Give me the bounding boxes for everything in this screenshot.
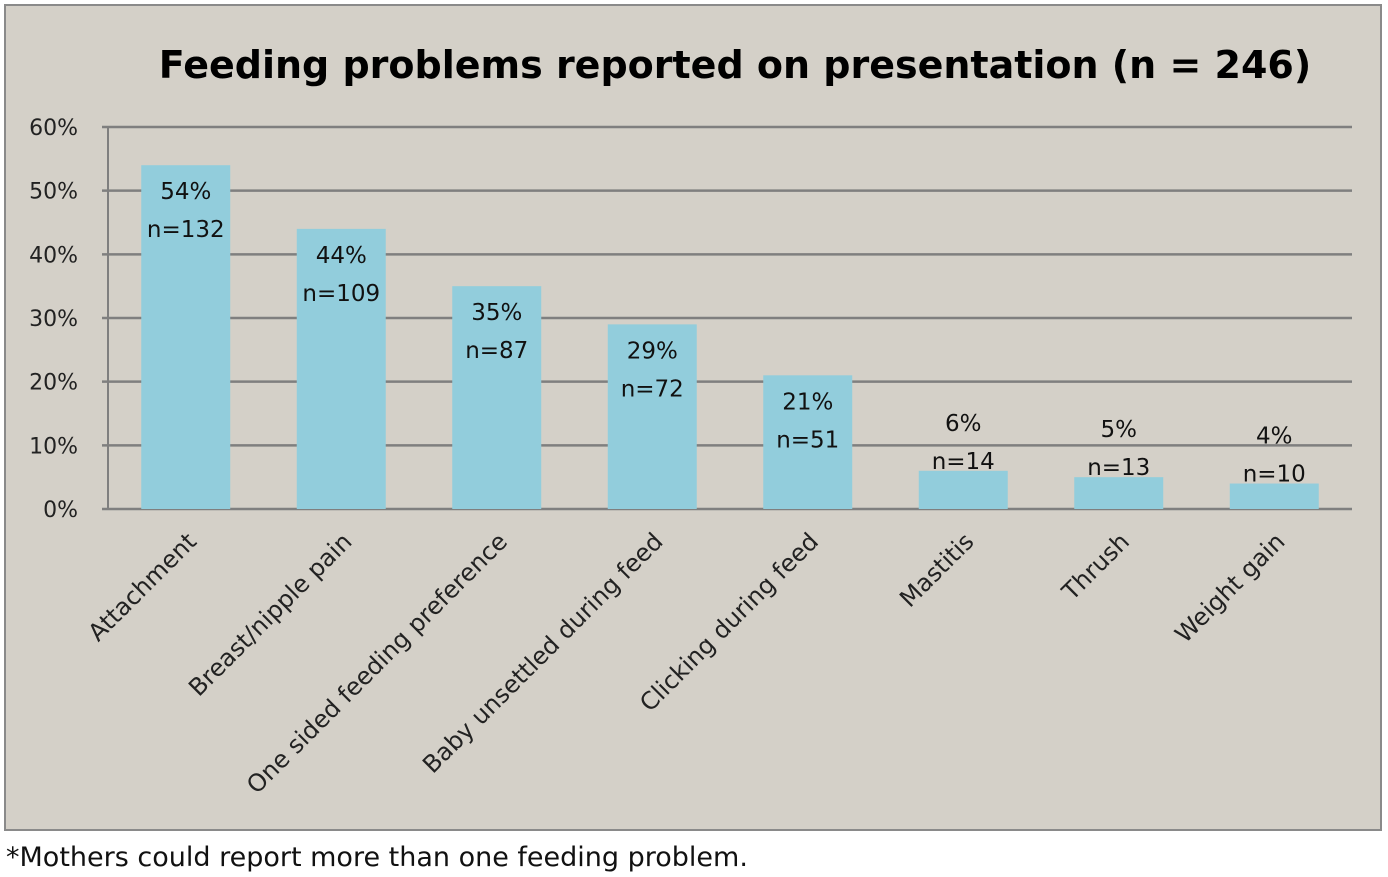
footnote: *Mothers could report more than one feed…: [6, 842, 748, 873]
x-tick-label: Weight gain: [1170, 527, 1291, 648]
x-tick-label: Attachment: [83, 527, 202, 646]
y-tick-label: 30%: [29, 307, 78, 332]
bar-4: [607, 324, 697, 509]
y-tick-label: 60%: [29, 116, 78, 141]
bars: [141, 165, 1319, 509]
bar-5: [763, 375, 853, 509]
data-label-n: n=132: [147, 217, 225, 243]
data-label-percent: 54%: [160, 179, 211, 205]
bar-7: [1074, 477, 1164, 509]
y-tick-label: 50%: [29, 180, 78, 205]
data-label-n: n=109: [302, 281, 380, 307]
data-label-percent: 5%: [1101, 417, 1138, 443]
y-tick-label: 20%: [29, 371, 78, 396]
bar-2: [296, 228, 386, 509]
data-label-percent: 44%: [316, 243, 367, 269]
y-tick-label: 10%: [29, 434, 78, 459]
data-label-n: n=72: [621, 376, 684, 402]
chart-title: Feeding problems reported on presentatio…: [159, 43, 1311, 87]
bar-chart: Feeding problems reported on presentatio…: [29, 43, 1352, 799]
y-tick-label: 0%: [43, 498, 78, 523]
x-tick-label: Mastitis: [894, 527, 979, 612]
data-label-percent: 6%: [945, 411, 982, 437]
bar-6: [918, 470, 1008, 509]
data-label-percent: 29%: [627, 338, 678, 364]
bar-8: [1229, 483, 1319, 509]
data-label-percent: 35%: [471, 300, 522, 326]
y-axis-ticks: 0% 10% 20% 30% 40% 50% 60%: [29, 116, 78, 523]
data-label-percent: 21%: [782, 389, 833, 415]
gridlines: [102, 125, 1352, 511]
data-label-n: n=13: [1087, 455, 1150, 481]
bar-1: [141, 165, 231, 509]
x-tick-label: Thrush: [1056, 527, 1135, 606]
y-tick-label: 40%: [29, 243, 78, 268]
chart-frame: Feeding problems reported on presentatio…: [4, 4, 1382, 831]
x-tick-label: One sided feeding preference: [241, 527, 513, 799]
data-label-n: n=14: [932, 449, 995, 475]
data-label-n: n=87: [465, 338, 528, 364]
data-label-n: n=10: [1243, 462, 1306, 488]
data-labels: 54% n=132 44% n=109 35% n=87 29% n=72 21% n=51 6% n…: [147, 179, 1306, 487]
data-label-percent: 4%: [1256, 424, 1293, 450]
x-tick-label: Breast/nipple pain: [183, 527, 357, 701]
bar-3: [452, 286, 542, 509]
data-label-n: n=51: [776, 427, 839, 453]
x-tick-label: Clicking during feed: [634, 527, 824, 717]
